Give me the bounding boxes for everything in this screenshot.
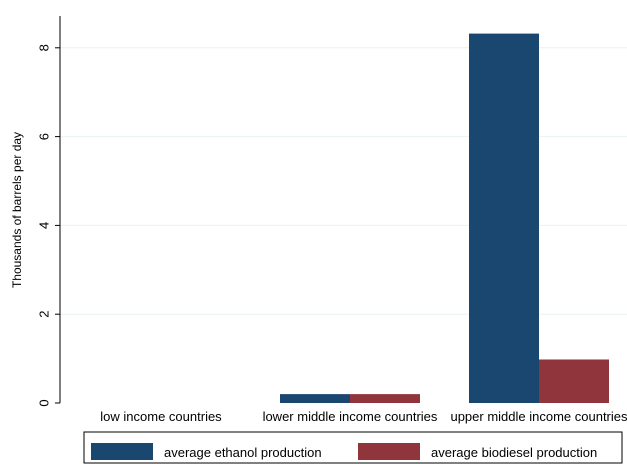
y-tick-label: 0 <box>37 399 52 406</box>
y-tick-label: 4 <box>37 222 52 229</box>
legend-swatch-biodiesel <box>358 443 420 460</box>
legend-label-biodiesel: average biodiesel production <box>431 445 597 460</box>
bar-ethanol-1 <box>280 394 350 403</box>
bar-ethanol-2 <box>469 33 539 403</box>
y-tick-label: 2 <box>37 311 52 318</box>
gridlines <box>60 47 627 315</box>
legend-box <box>83 431 623 464</box>
y-ticks: 0 2 4 6 8 <box>37 44 60 407</box>
legend-label-ethanol: average ethanol production <box>164 445 322 460</box>
x-tick-label: low income countries <box>100 409 222 424</box>
y-tick-label: 8 <box>37 44 52 51</box>
y-tick-label: 6 <box>37 133 52 140</box>
bar-biodiesel-2 <box>539 359 609 403</box>
legend-swatch-ethanol <box>91 443 153 460</box>
bar-biodiesel-1 <box>350 394 420 403</box>
x-tick-label: lower middle income countries <box>263 409 438 424</box>
y-axis-title: Thousands of barrels per day <box>10 132 24 288</box>
bars <box>280 33 609 403</box>
legend: average ethanol production average biodi… <box>83 431 623 464</box>
x-tick-labels: low income countries lower middle income … <box>100 409 627 424</box>
x-tick-label: upper middle income countries <box>450 409 627 424</box>
